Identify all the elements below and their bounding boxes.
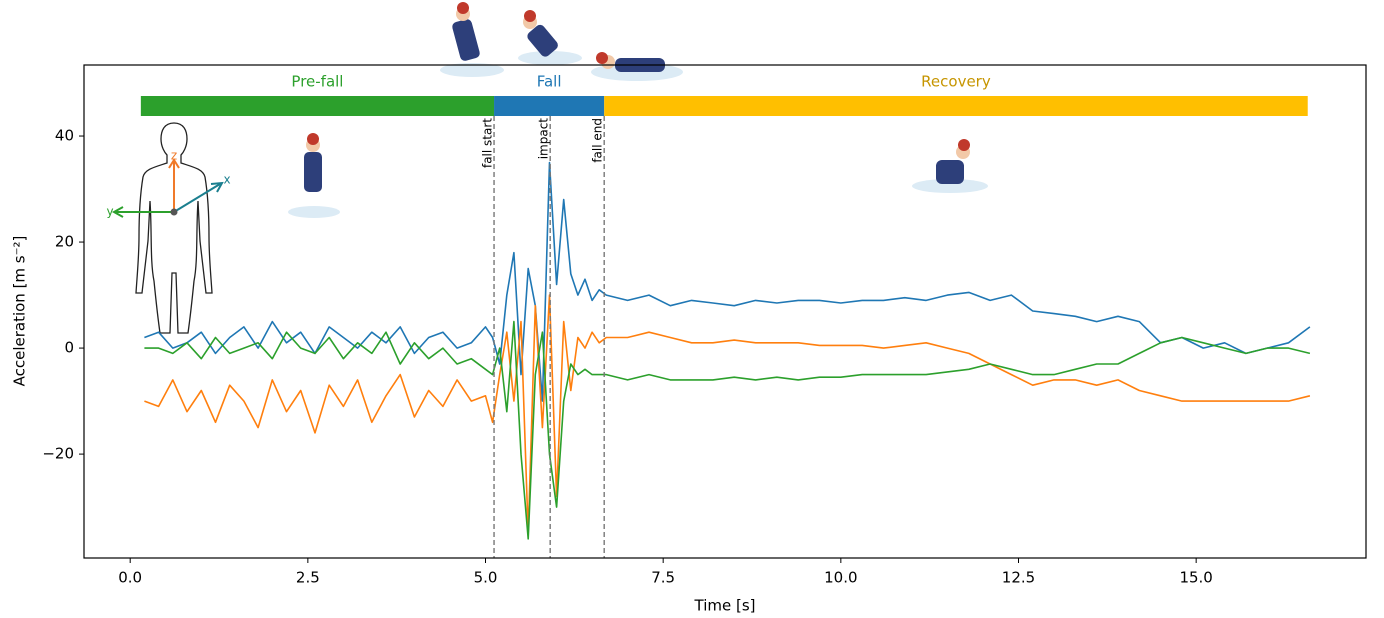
page: {"chart_data": {"type": "line", "xlabel"… <box>0 0 1384 618</box>
phase-bar <box>604 96 1308 116</box>
x-tick-label: 2.5 <box>296 569 320 587</box>
y-tick-label: 0 <box>64 339 74 357</box>
chart: z y x Time [s] Acceleration [m s⁻²] 0.0 2… <box>0 0 1384 618</box>
series-line <box>144 322 1310 539</box>
y-tick-label: −20 <box>42 445 74 463</box>
y-axis-label: Acceleration [m s⁻²] <box>11 236 29 387</box>
phase-label: Pre-fall <box>291 73 343 91</box>
series-line <box>144 163 1310 402</box>
x-tick-label: 7.5 <box>651 569 675 587</box>
plot-frame <box>84 65 1366 558</box>
phase-label: Fall <box>537 73 562 91</box>
x-tick-label: 15.0 <box>1179 569 1212 587</box>
x-tick-label: 10.0 <box>824 569 857 587</box>
y-tick-label: 20 <box>55 233 74 251</box>
body-axis-label: x <box>223 173 230 187</box>
body-axis-label: y <box>106 205 113 219</box>
series-line <box>144 295 1310 533</box>
x-tick-label: 12.5 <box>1002 569 1035 587</box>
phase-bar <box>141 96 494 116</box>
x-tick-label: 5.0 <box>474 569 498 587</box>
x-tick-label: 0.0 <box>118 569 142 587</box>
phase-bar <box>494 96 604 116</box>
y-tick-label: 40 <box>55 127 74 145</box>
event-label: fall start <box>481 118 495 168</box>
x-axis-label: Time [s] <box>694 597 756 615</box>
event-label: impact <box>537 118 551 160</box>
body-axis-label: z <box>171 149 177 163</box>
phase-label: Recovery <box>921 73 991 91</box>
body-diagram <box>114 123 222 333</box>
event-label: fall end <box>591 118 605 163</box>
